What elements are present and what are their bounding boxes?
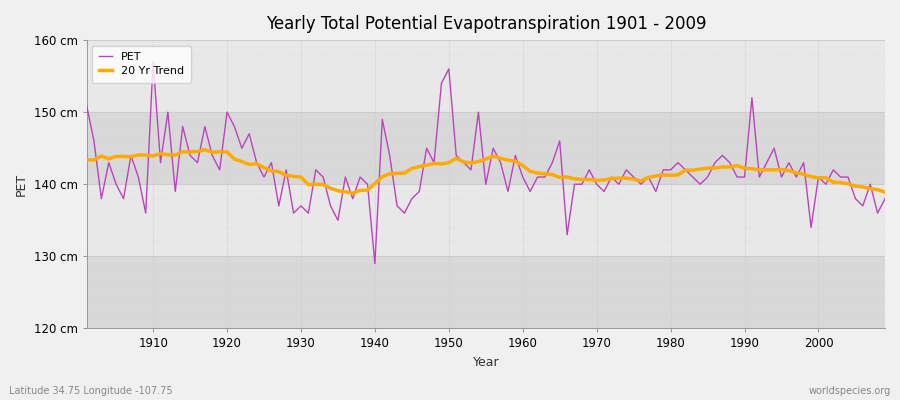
- 20 Yr Trend: [879, 190, 890, 194]
- 20 Yr Trend: [362, 188, 373, 192]
- PET: [355, 175, 365, 180]
- 20 Yr Trend: [140, 153, 151, 158]
- Title: Yearly Total Potential Evapotranspiration 1901 - 2009: Yearly Total Potential Evapotranspiratio…: [266, 15, 706, 33]
- PET: [370, 261, 381, 266]
- Bar: [86, 184, 885, 256]
- 20 Yr Trend: [532, 171, 543, 176]
- 20 Yr Trend: [200, 147, 211, 152]
- Legend: PET, 20 Yr Trend: PET, 20 Yr Trend: [92, 46, 191, 82]
- 20 Yr Trend: [621, 176, 632, 180]
- PET: [879, 196, 890, 201]
- PET: [532, 175, 543, 180]
- Bar: [86, 256, 885, 328]
- X-axis label: Year: Year: [472, 356, 500, 369]
- Text: worldspecies.org: worldspecies.org: [809, 386, 891, 396]
- Bar: [86, 40, 885, 112]
- PET: [148, 59, 158, 64]
- Y-axis label: PET: PET: [15, 173, 28, 196]
- 20 Yr Trend: [81, 157, 92, 162]
- PET: [81, 102, 92, 107]
- PET: [140, 211, 151, 216]
- 20 Yr Trend: [310, 182, 321, 187]
- PET: [525, 189, 535, 194]
- Line: PET: PET: [86, 62, 885, 264]
- PET: [310, 168, 321, 172]
- PET: [621, 168, 632, 172]
- Line: 20 Yr Trend: 20 Yr Trend: [86, 150, 885, 193]
- Bar: [86, 112, 885, 184]
- Text: Latitude 34.75 Longitude -107.75: Latitude 34.75 Longitude -107.75: [9, 386, 173, 396]
- 20 Yr Trend: [525, 169, 535, 174]
- 20 Yr Trend: [347, 191, 358, 196]
